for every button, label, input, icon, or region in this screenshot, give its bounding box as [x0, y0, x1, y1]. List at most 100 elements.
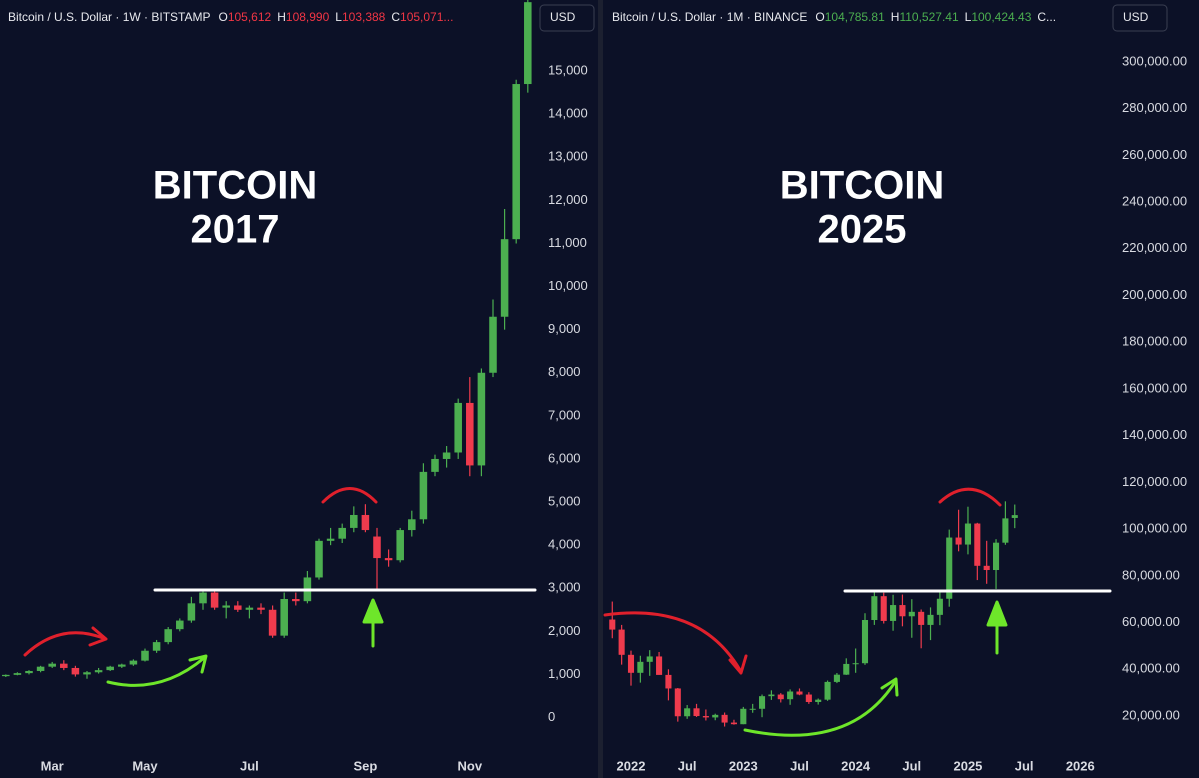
candle-body — [2, 674, 10, 677]
candle-body — [187, 603, 196, 621]
ohlc-value: 100,424.43 — [971, 10, 1031, 24]
candle-body — [268, 609, 277, 636]
red-arc — [321, 487, 378, 504]
candle-body — [176, 620, 184, 630]
candle-body — [373, 536, 381, 559]
y-tick-label: 2,000 — [548, 623, 581, 638]
ohlc-key: C... — [1037, 10, 1056, 24]
y-tick-label: 8,000 — [548, 364, 581, 379]
y-tick-label: 15,000 — [548, 63, 588, 78]
candle-body — [627, 654, 635, 673]
candle-body — [861, 620, 869, 664]
green-up-arrow — [986, 600, 1008, 655]
candle-body — [210, 592, 219, 608]
candle-body — [918, 611, 925, 625]
x-tick-label: 2025 — [953, 758, 982, 773]
y-tick-label: 0 — [548, 709, 555, 724]
y-tick-label: 12,000 — [548, 192, 588, 207]
candle-body — [890, 605, 897, 621]
candle-body — [141, 650, 149, 661]
title-line: BITCOIN — [780, 164, 944, 208]
candle-body — [524, 2, 532, 85]
candle-body — [350, 514, 358, 528]
currency-label: USD — [1123, 10, 1149, 24]
x-tick-label: 2022 — [617, 758, 646, 773]
x-tick-label: 2023 — [729, 758, 758, 773]
candle-body — [964, 523, 972, 545]
green-up-arrow — [362, 598, 384, 648]
candle-body — [712, 714, 719, 718]
candle-body — [48, 663, 56, 667]
ohlc-value: 110,527.41 — [899, 10, 958, 24]
ohlc-key: L — [335, 10, 342, 24]
candle-body — [693, 708, 700, 717]
x-tick-label: Jul — [240, 758, 259, 773]
candle-body — [843, 663, 850, 675]
candle-body — [1011, 515, 1018, 518]
title-line: BITCOIN — [153, 164, 317, 208]
candle-body — [245, 607, 254, 610]
candle-body — [777, 694, 784, 700]
x-tick-label: 2026 — [1066, 758, 1095, 773]
x-tick-label: Sep — [353, 758, 377, 773]
title-line: 2017 — [191, 208, 280, 252]
x-tick-label: Jul — [902, 758, 921, 773]
candle-body — [118, 664, 126, 667]
y-tick-label: 120,000.00 — [1122, 474, 1187, 489]
chart-header: Bitcoin / U.S. Dollar · 1W · BITSTAMP O10… — [8, 10, 453, 24]
candle-body — [477, 372, 486, 466]
candle-body — [338, 527, 346, 539]
x-tick-label: Jul — [678, 758, 697, 773]
candle-body — [721, 714, 728, 723]
arrow-head — [188, 654, 208, 674]
candle-body — [222, 605, 230, 608]
currency-box — [539, 4, 595, 32]
candle-body — [833, 674, 840, 682]
candle-body — [936, 598, 943, 615]
candle-body — [361, 514, 370, 531]
chart-header: Bitcoin / U.S. Dollar · 1M · BINANCE O104… — [612, 10, 1056, 24]
red-arrow — [603, 611, 742, 672]
candle-body — [13, 673, 22, 675]
candle-body — [684, 708, 691, 717]
ohlc-value: 105,612 — [228, 10, 272, 24]
x-tick-label: Nov — [458, 758, 483, 773]
ohlc-key: L — [965, 10, 972, 24]
y-tick-label: 180,000.00 — [1122, 334, 1187, 349]
red-arc — [938, 487, 1002, 507]
y-tick-label: 9,000 — [548, 321, 581, 336]
x-tick-label: 2024 — [841, 758, 871, 773]
green-arrow — [106, 656, 206, 687]
candle-body — [824, 681, 831, 700]
candle-body — [927, 614, 934, 625]
candle-body — [656, 656, 663, 675]
candle-body — [749, 708, 756, 710]
candle-body — [60, 663, 68, 668]
y-tick-label: 220,000.00 — [1122, 240, 1187, 255]
arrow-head — [880, 677, 899, 697]
title-line: 2025 — [818, 208, 907, 252]
candle-body — [454, 402, 462, 453]
y-tick-label: 100,000.00 — [1122, 521, 1187, 536]
candle-body — [25, 670, 33, 674]
candle-body — [489, 316, 497, 373]
candle-body — [408, 519, 416, 531]
candle-body — [292, 599, 300, 602]
y-tick-label: 200,000.00 — [1122, 287, 1187, 302]
candle-body — [234, 605, 242, 610]
y-tick-label: 240,000.00 — [1122, 194, 1187, 209]
candle-body — [36, 666, 45, 671]
candle-body — [500, 239, 509, 317]
ohlc-key: C — [391, 10, 400, 24]
ohlc-value: 105,071... — [400, 10, 453, 24]
candle-body — [71, 667, 80, 675]
candle-body — [1002, 518, 1009, 543]
candle-body — [646, 656, 653, 662]
y-tick-label: 20,000.00 — [1122, 707, 1180, 722]
candle-body — [106, 666, 114, 671]
y-tick-label: 80,000.00 — [1122, 567, 1180, 582]
y-tick-label: 7,000 — [548, 407, 581, 422]
candle-body — [326, 538, 335, 541]
x-tick-label: May — [132, 758, 158, 773]
